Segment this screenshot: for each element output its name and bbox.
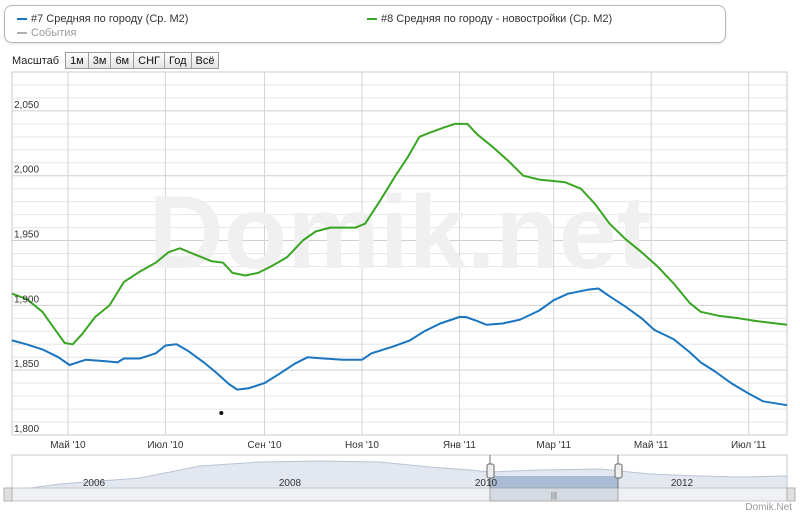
y-tick-label: 2,050 <box>14 100 39 111</box>
legend-item-series-8[interactable]: #8 Средняя по городу - новостройки (Ср. … <box>367 13 612 25</box>
x-tick-label: Сен '10 <box>247 440 282 451</box>
watermark: Domik.net <box>149 175 652 291</box>
grid-lines <box>12 72 787 435</box>
y-tick-label: 1,800 <box>14 424 39 435</box>
x-tick-label: Июл '10 <box>147 440 184 451</box>
x-axis-ticks: Май '10 Июл '10 Сен '10 Ноя '10 Янв '11 Мар '… <box>50 440 767 451</box>
zoom-ytd-button[interactable]: СНГ <box>133 52 165 69</box>
y-tick-label: 2,000 <box>14 165 39 176</box>
navigator-selection[interactable] <box>490 476 618 488</box>
zoom-label: Масштаб <box>12 54 60 67</box>
event-dot[interactable] <box>219 410 224 415</box>
navigator-year-label: 2010 <box>475 478 498 489</box>
zoom-1y-button[interactable]: Год <box>163 52 192 69</box>
event-markers <box>219 410 224 415</box>
zoom-1m-button[interactable]: 1м <box>65 52 89 69</box>
x-tick-label: Май '10 <box>50 440 86 451</box>
legend-swatch-series-7 <box>17 18 27 20</box>
legend-label-events: События <box>31 27 77 39</box>
navigator-year-label: 2008 <box>279 478 302 489</box>
series-line-2 <box>11 122 788 346</box>
navigator-year-label: 2012 <box>671 478 694 489</box>
chart-legend: #7 Средняя по городу (Ср. М2) #8 Средняя… <box>4 5 726 43</box>
x-tick-label: Мар '11 <box>536 440 571 451</box>
zoom-6m-button[interactable]: 6м <box>110 52 135 69</box>
x-tick-label: Июл '11 <box>731 440 767 451</box>
scrollbar-grip-icon: ||| <box>551 491 557 500</box>
scroll-right-arrow-icon[interactable] <box>786 487 796 502</box>
y-axis-ticks: 1,800 1,850 1,900 1,950 2,000 2,050 <box>14 100 39 435</box>
y-tick-label: 1,850 <box>14 359 39 370</box>
legend-swatch-events <box>17 32 27 34</box>
navigator-year-label: 2006 <box>83 478 106 489</box>
legend-label-series-7: #7 Средняя по городу (Ср. М2) <box>31 13 189 25</box>
navigator-scrollbar-track[interactable] <box>11 487 788 502</box>
legend-label-series-8: #8 Средняя по городу - новостройки (Ср. … <box>381 13 613 25</box>
range-navigator[interactable]: ||| 2006 2008 2010 2012 <box>3 454 796 502</box>
series-lines <box>11 122 788 407</box>
navigator-right-handle[interactable] <box>614 463 623 479</box>
y-tick-label: 1,900 <box>14 294 39 305</box>
zoom-selector: Масштаб 1м 3м 6м СНГ Год Всё <box>8 52 220 69</box>
scroll-left-arrow-icon[interactable] <box>3 487 13 502</box>
footer-credit: Domik.Net <box>745 502 792 513</box>
x-tick-label: Ноя '10 <box>345 440 379 451</box>
legend-item-series-7[interactable]: #7 Средняя по городу (Ср. М2) <box>17 13 188 25</box>
navigator-left-handle[interactable] <box>486 463 495 479</box>
y-tick-label: 1,950 <box>14 230 39 241</box>
zoom-all-button[interactable]: Всё <box>190 52 220 69</box>
x-tick-label: Май '11 <box>634 440 669 451</box>
legend-item-events[interactable]: События <box>17 27 76 39</box>
navigator-scrollbar-thumb[interactable] <box>489 487 619 502</box>
x-tick-label: Янв '11 <box>443 440 477 451</box>
series-line-1 <box>11 287 788 407</box>
legend-swatch-series-8 <box>367 18 377 20</box>
